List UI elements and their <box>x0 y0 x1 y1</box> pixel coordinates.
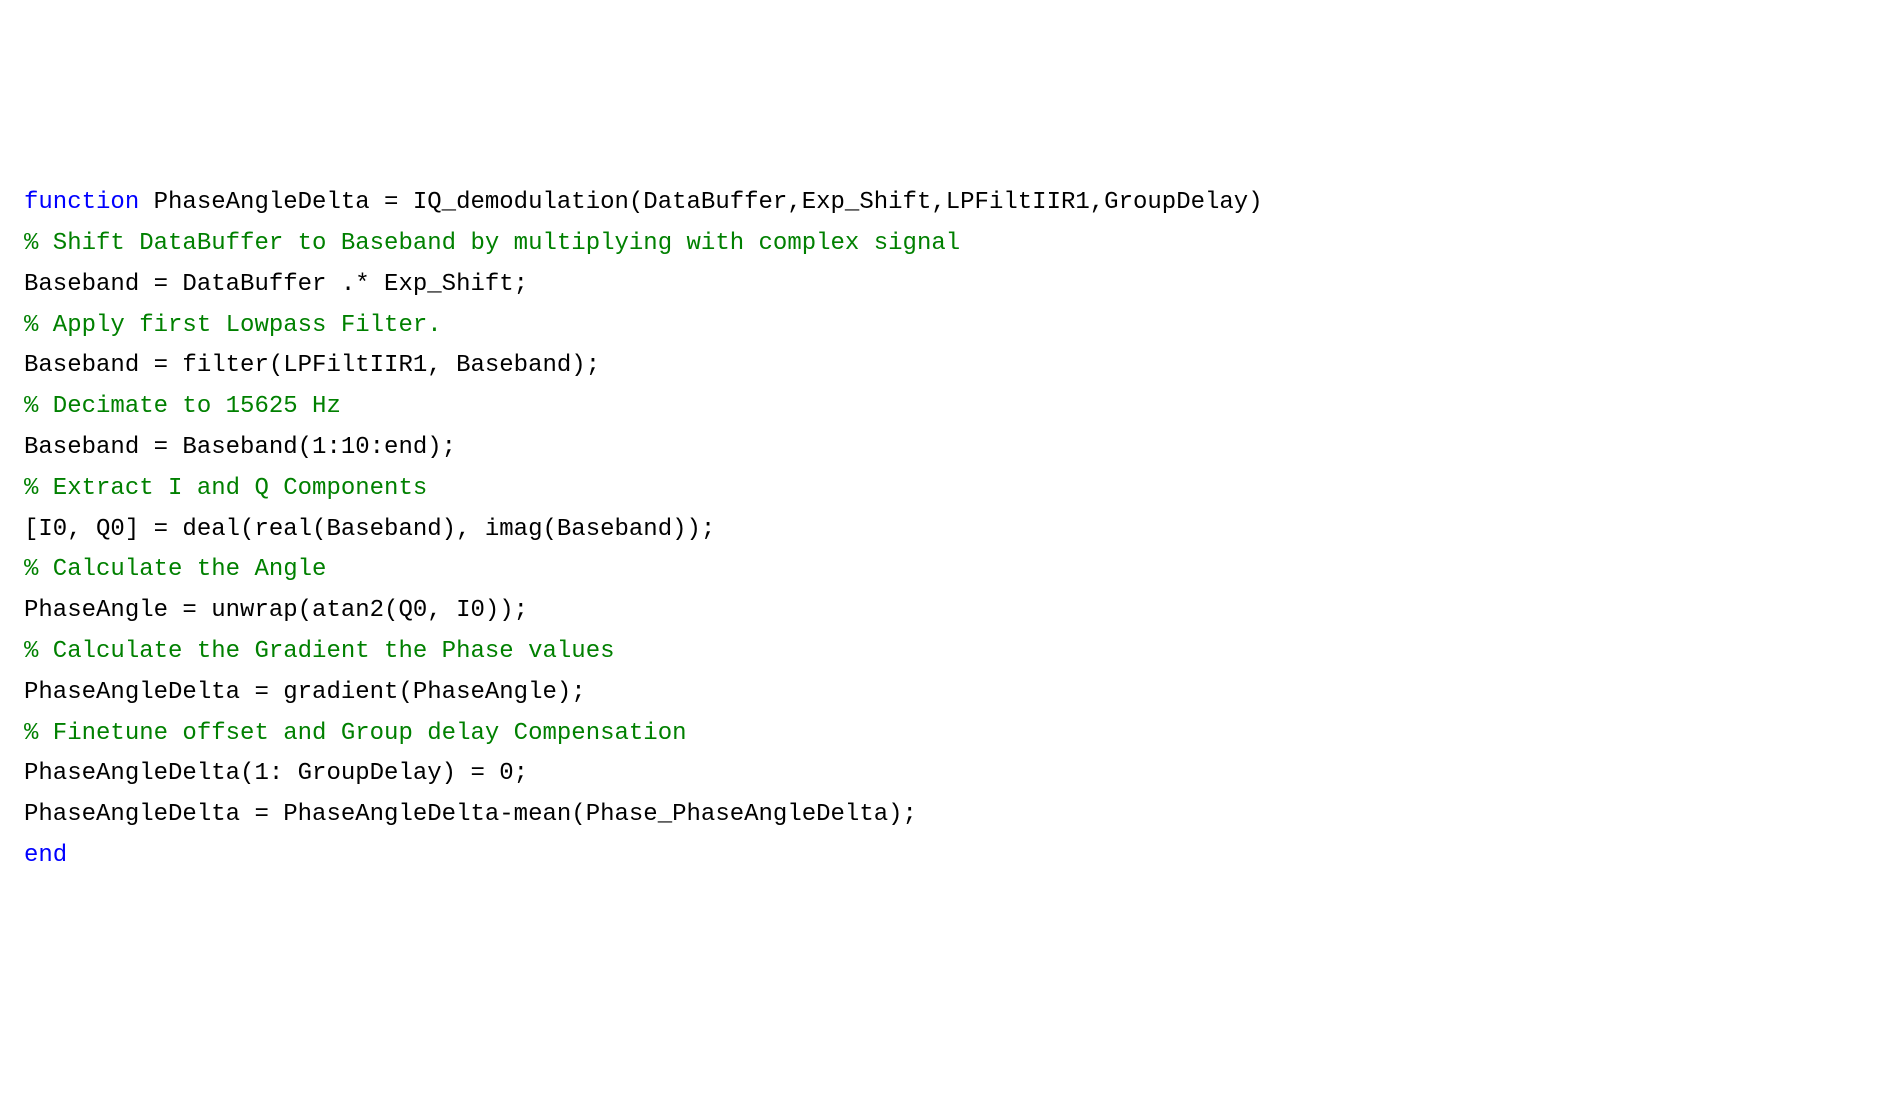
code-token-comment: % Extract I and Q Components <box>24 475 427 502</box>
code-line: % Apply first Lowpass Filter. <box>24 306 1868 347</box>
code-line: % Calculate the Angle <box>24 550 1868 591</box>
code-line: % Calculate the Gradient the Phase value… <box>24 632 1868 673</box>
code-token-txt: PhaseAngleDelta = PhaseAngleDelta-mean(P… <box>24 801 917 828</box>
code-token-txt: PhaseAngleDelta = gradient(PhaseAngle); <box>24 679 586 706</box>
code-line: function PhaseAngleDelta = IQ_demodulati… <box>24 183 1868 224</box>
code-line: Baseband = Baseband(1:10:end); <box>24 428 1868 469</box>
code-token-kw: end <box>24 842 67 869</box>
code-line: PhaseAngleDelta = PhaseAngleDelta-mean(P… <box>24 795 1868 836</box>
code-line: % Decimate to 15625 Hz <box>24 387 1868 428</box>
code-token-txt: Baseband = DataBuffer .* Exp_Shift; <box>24 271 528 298</box>
code-token-comment: % Apply first Lowpass Filter. <box>24 312 442 339</box>
code-token-txt: PhaseAngleDelta = IQ_demodulation(DataBu… <box>139 189 1262 216</box>
code-line: [I0, Q0] = deal(real(Baseband), imag(Bas… <box>24 510 1868 551</box>
code-line: PhaseAngleDelta(1: GroupDelay) = 0; <box>24 754 1868 795</box>
code-token-txt: PhaseAngleDelta(1: GroupDelay) = 0; <box>24 760 528 787</box>
code-token-txt: PhaseAngle = unwrap(atan2(Q0, I0)); <box>24 597 528 624</box>
code-line: end <box>24 836 1868 877</box>
code-line: % Finetune offset and Group delay Compen… <box>24 714 1868 755</box>
code-line: Baseband = filter(LPFiltIIR1, Baseband); <box>24 346 1868 387</box>
code-token-comment: % Finetune offset and Group delay Compen… <box>24 720 687 747</box>
code-token-comment: % Decimate to 15625 Hz <box>24 393 341 420</box>
code-token-comment: % Calculate the Gradient the Phase value… <box>24 638 615 665</box>
code-line: PhaseAngleDelta = gradient(PhaseAngle); <box>24 673 1868 714</box>
code-token-kw: function <box>24 189 139 216</box>
code-token-txt: Baseband = filter(LPFiltIIR1, Baseband); <box>24 352 600 379</box>
code-block: function PhaseAngleDelta = IQ_demodulati… <box>24 183 1868 877</box>
code-token-txt: Baseband = Baseband(1:10:end); <box>24 434 456 461</box>
code-token-comment: % Shift DataBuffer to Baseband by multip… <box>24 230 960 257</box>
code-token-txt: [I0, Q0] = deal(real(Baseband), imag(Bas… <box>24 516 715 543</box>
code-token-comment: % Calculate the Angle <box>24 556 326 583</box>
code-line: % Shift DataBuffer to Baseband by multip… <box>24 224 1868 265</box>
code-line: % Extract I and Q Components <box>24 469 1868 510</box>
code-line: Baseband = DataBuffer .* Exp_Shift; <box>24 265 1868 306</box>
code-line: PhaseAngle = unwrap(atan2(Q0, I0)); <box>24 591 1868 632</box>
